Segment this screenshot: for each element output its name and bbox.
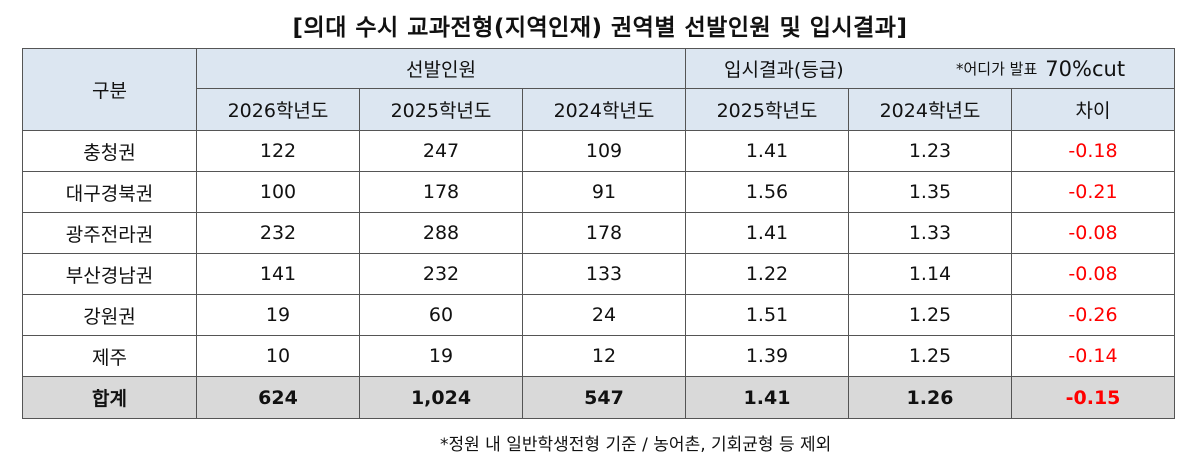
cell-sel-2026: 10 xyxy=(196,335,360,377)
header-col-res-2024: 2024학년도 xyxy=(848,88,1012,131)
cell-region: 강원권 xyxy=(22,294,197,336)
results-note-cut: 70%cut xyxy=(1045,56,1126,81)
header-col-sel-2025: 2025학년도 xyxy=(359,88,523,131)
cell-region: 광주전라권 xyxy=(22,212,197,254)
total-sel-2025: 1,024 xyxy=(359,376,523,419)
cell-res-2025: 1.56 xyxy=(685,171,849,213)
cell-sel-2024: 133 xyxy=(522,253,686,295)
footnote: *정원 내 일반학생전형 기준 / 농어촌, 기회균형 등 제외 xyxy=(440,435,832,455)
cell-res-2024: 1.33 xyxy=(848,212,1012,254)
cell-sel-2024: 109 xyxy=(522,130,686,172)
cell-res-2025: 1.39 xyxy=(685,335,849,377)
header-group-results: 입시결과(등급) *어디가 발표 70%cut xyxy=(684,48,1176,89)
table-row: 강원권 19 60 24 1.51 1.25 -0.26 xyxy=(22,294,1176,336)
table-row: 충청권 122 247 109 1.41 1.23 -0.18 xyxy=(22,130,1176,172)
table-row: 광주전라권 232 288 178 1.41 1.33 -0.08 xyxy=(22,212,1176,254)
header-division: 구분 xyxy=(22,48,197,131)
cell-res-2025: 1.41 xyxy=(685,212,849,254)
cell-sel-2026: 100 xyxy=(196,171,360,213)
header-group-results-label: 입시결과(등급) xyxy=(724,59,844,81)
cell-res-2025: 1.51 xyxy=(685,294,849,336)
total-label: 합계 xyxy=(22,376,197,419)
cell-sel-2024: 12 xyxy=(522,335,686,377)
cell-diff: -0.18 xyxy=(1010,130,1176,172)
page-title: [의대 수시 교과전형(지역인재) 권역별 선발인원 및 입시결과] xyxy=(292,15,908,41)
total-sel-2024: 547 xyxy=(522,376,686,419)
header-col-sel-2026: 2026학년도 xyxy=(196,88,360,131)
cell-region: 충청권 xyxy=(22,130,197,172)
cell-sel-2024: 24 xyxy=(522,294,686,336)
cell-res-2025: 1.41 xyxy=(685,130,849,172)
cell-sel-2025: 60 xyxy=(359,294,523,336)
cell-res-2024: 1.35 xyxy=(848,171,1012,213)
header-col-res-2025: 2025학년도 xyxy=(685,88,849,131)
cell-sel-2026: 122 xyxy=(196,130,360,172)
total-res-2025: 1.41 xyxy=(685,376,849,419)
cell-sel-2025: 19 xyxy=(359,335,523,377)
cell-diff: -0.21 xyxy=(1010,171,1176,213)
cell-region: 제주 xyxy=(22,335,197,377)
cell-res-2024: 1.23 xyxy=(848,130,1012,172)
cell-sel-2025: 288 xyxy=(359,212,523,254)
cell-diff: -0.08 xyxy=(1010,212,1176,254)
header-col-diff: 차이 xyxy=(1010,88,1176,131)
results-table: 구분 선발인원 입시결과(등급) *어디가 발표 70%cut 2026학년도 … xyxy=(22,48,1176,419)
total-diff: -0.15 xyxy=(1010,376,1176,419)
cell-sel-2026: 19 xyxy=(196,294,360,336)
cell-sel-2024: 178 xyxy=(522,212,686,254)
header-group-selection: 선발인원 xyxy=(196,48,686,89)
cell-res-2024: 1.25 xyxy=(848,335,1012,377)
cell-sel-2024: 91 xyxy=(522,171,686,213)
cell-res-2024: 1.25 xyxy=(848,294,1012,336)
cell-region: 대구경북권 xyxy=(22,171,197,213)
total-res-2024: 1.26 xyxy=(848,376,1012,419)
table-row: 대구경북권 100 178 91 1.56 1.35 -0.21 xyxy=(22,171,1176,213)
cell-region: 부산경남권 xyxy=(22,253,197,295)
cell-diff: -0.26 xyxy=(1010,294,1176,336)
table-row: 부산경남권 141 232 133 1.22 1.14 -0.08 xyxy=(22,253,1176,295)
cell-diff: -0.14 xyxy=(1010,335,1176,377)
total-row: 합계 624 1,024 547 1.41 1.26 -0.15 xyxy=(22,376,1176,419)
cell-sel-2025: 247 xyxy=(359,130,523,172)
cell-sel-2025: 178 xyxy=(359,171,523,213)
header-col-sel-2024: 2024학년도 xyxy=(522,88,686,131)
cell-res-2024: 1.14 xyxy=(848,253,1012,295)
cell-sel-2026: 141 xyxy=(196,253,360,295)
cell-diff: -0.08 xyxy=(1010,253,1176,295)
results-note-prefix: *어디가 발표 xyxy=(956,60,1038,78)
cell-res-2025: 1.22 xyxy=(685,253,849,295)
cell-sel-2025: 232 xyxy=(359,253,523,295)
table-row: 제주 10 19 12 1.39 1.25 -0.14 xyxy=(22,335,1176,377)
results-note: *어디가 발표 70%cut xyxy=(956,50,1126,88)
cell-sel-2026: 232 xyxy=(196,212,360,254)
total-sel-2026: 624 xyxy=(196,376,360,419)
